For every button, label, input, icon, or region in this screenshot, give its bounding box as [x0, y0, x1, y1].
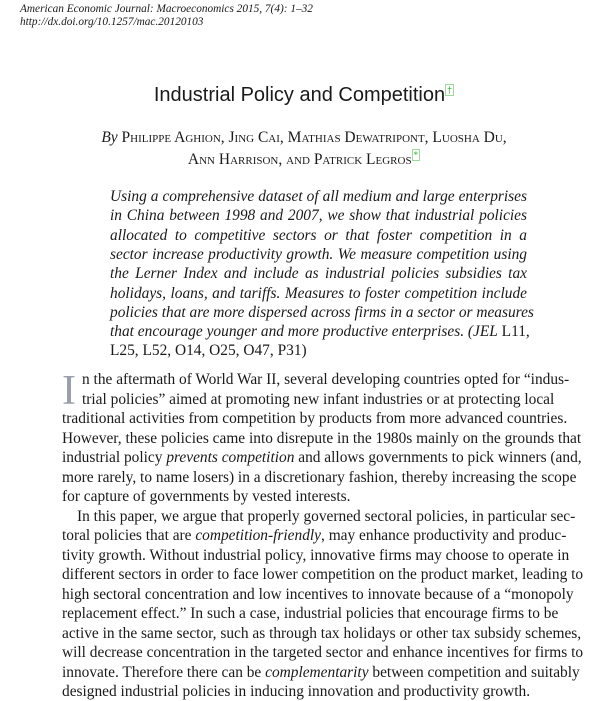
text-line: traditional activities from competition …	[62, 409, 567, 428]
text-span: sector increase productivity growth. We …	[110, 245, 527, 263]
doi-link[interactable]: http://dx.doi.org/10.1257/mac.20120103	[20, 16, 204, 28]
text-line: innovate. Therefore there can be complem…	[62, 663, 580, 682]
authors-line-2: Ann Harrison, and Patrick Legros *	[0, 149, 608, 169]
text-line: Using a comprehensive dataset of all med…	[110, 187, 527, 206]
text-span: However, these policies came into disrep…	[62, 429, 582, 447]
text-line: industrial policy prevents competition a…	[62, 448, 582, 467]
text-span: will decrease concentration in the targe…	[62, 644, 584, 661]
text-span: industrial policy	[62, 449, 167, 466]
text-span: toral policies that are	[62, 527, 196, 544]
text-line: active in the same sector, such as throu…	[62, 624, 581, 643]
text-line: trial policies” aimed at promoting new i…	[82, 390, 555, 409]
text-span: policies that are more dispersed across …	[110, 303, 534, 321]
text-span: allocated to competitive sectors or that…	[110, 226, 527, 244]
text-span: L25, L52, O14, O25, O47, P31)	[110, 342, 307, 360]
text-line: more rarely, to name losers) in a discre…	[62, 468, 576, 487]
text-line: in China between 1998 and 2007, we show …	[110, 206, 527, 225]
text-span: in China between 1998 and 2007, we show …	[110, 207, 527, 225]
text-line: replacement effect.” In such a case, ind…	[62, 604, 558, 623]
text-span: n the aftermath of World War II, several…	[82, 371, 570, 388]
text-line: the Lerner Index and include as industri…	[110, 264, 527, 283]
text-span: trial policies” aimed at promoting new i…	[82, 390, 555, 408]
text-span: between competition and suitably	[368, 663, 580, 681]
text-span: replacement effect.” In such a case, ind…	[62, 605, 559, 622]
text-line: L25, L52, O14, O25, O47, P31)	[110, 341, 527, 360]
text-line: different sectors in order to face lower…	[62, 565, 583, 584]
text-line: sector increase productivity growth. We …	[110, 245, 527, 264]
text-span: high sectoral concentration and low ince…	[62, 585, 574, 603]
text-line: policies that are more dispersed across …	[110, 303, 534, 322]
text-line: tivity growth. Without industrial policy…	[62, 546, 569, 565]
text-line: n the aftermath of World War II, several…	[82, 370, 569, 389]
emphasis-text: competition-friendly	[195, 527, 322, 544]
authors-text: Philippe Aghion, Jing Cai, Mathias Dewat…	[121, 129, 507, 146]
text-span: Using a comprehensive dataset of all med…	[110, 188, 527, 205]
text-span: more rarely, to name losers) in a discre…	[62, 468, 577, 486]
title-text: Industrial Policy and Competition	[153, 84, 446, 106]
text-line: However, these policies came into disrep…	[62, 429, 581, 448]
text-line: that encourage younger and more producti…	[110, 322, 530, 341]
page-title: Industrial Policy and Competition †	[0, 84, 608, 107]
text-line: toral policies that are competition-frie…	[62, 526, 566, 545]
text-span: traditional activities from competition …	[62, 410, 568, 427]
text-span: In this paper, we argue that properly go…	[77, 507, 576, 525]
text-line: holidays, loans, and tariffs. Measures t…	[110, 284, 527, 303]
text-span: designed industrial policies in inducing…	[62, 683, 531, 700]
emphasis-text: JEL	[473, 323, 498, 341]
text-line: for capture of governments by vested int…	[62, 487, 553, 506]
authors-text: Ann Harrison, and Patrick Legros	[187, 151, 412, 169]
text-span: the Lerner Index and include as industri…	[110, 265, 527, 283]
text-line: will decrease concentration in the targe…	[62, 643, 583, 662]
by-label: By	[101, 129, 118, 146]
text-span: and allows governments to pick winners (…	[294, 449, 582, 466]
drop-cap: I	[62, 368, 76, 414]
text-span: active in the same sector, such as throu…	[62, 624, 582, 642]
text-line: designed industrial policies in inducing…	[62, 682, 553, 701]
text-span: for capture of governments by vested int…	[62, 488, 351, 505]
emphasis-text: complementarity	[265, 663, 369, 681]
footnote-marker[interactable]: †	[445, 84, 455, 97]
text-span: innovate. Therefore there can be	[62, 663, 266, 681]
text-span: different sectors in order to face lower…	[62, 566, 584, 583]
text-span: , may enhance productivity and produc-	[321, 527, 567, 544]
text-span: that encourage younger and more producti…	[110, 323, 474, 341]
journal-citation: American Economic Journal: Macroeconomic…	[20, 3, 313, 15]
text-span: L11,	[497, 323, 530, 341]
text-line: In this paper, we argue that properly go…	[77, 507, 575, 526]
text-span: tivity growth. Without industrial policy…	[62, 546, 570, 564]
text-line: high sectoral concentration and low ince…	[62, 585, 574, 604]
emphasis-text: prevents competition	[166, 449, 295, 466]
text-span: holidays, loans, and tariffs. Measures t…	[110, 284, 527, 302]
authors-line-1: By Philippe Aghion, Jing Cai, Mathias De…	[0, 129, 608, 147]
footnote-marker[interactable]: *	[411, 149, 421, 161]
text-line: allocated to competitive sectors or that…	[110, 226, 527, 245]
